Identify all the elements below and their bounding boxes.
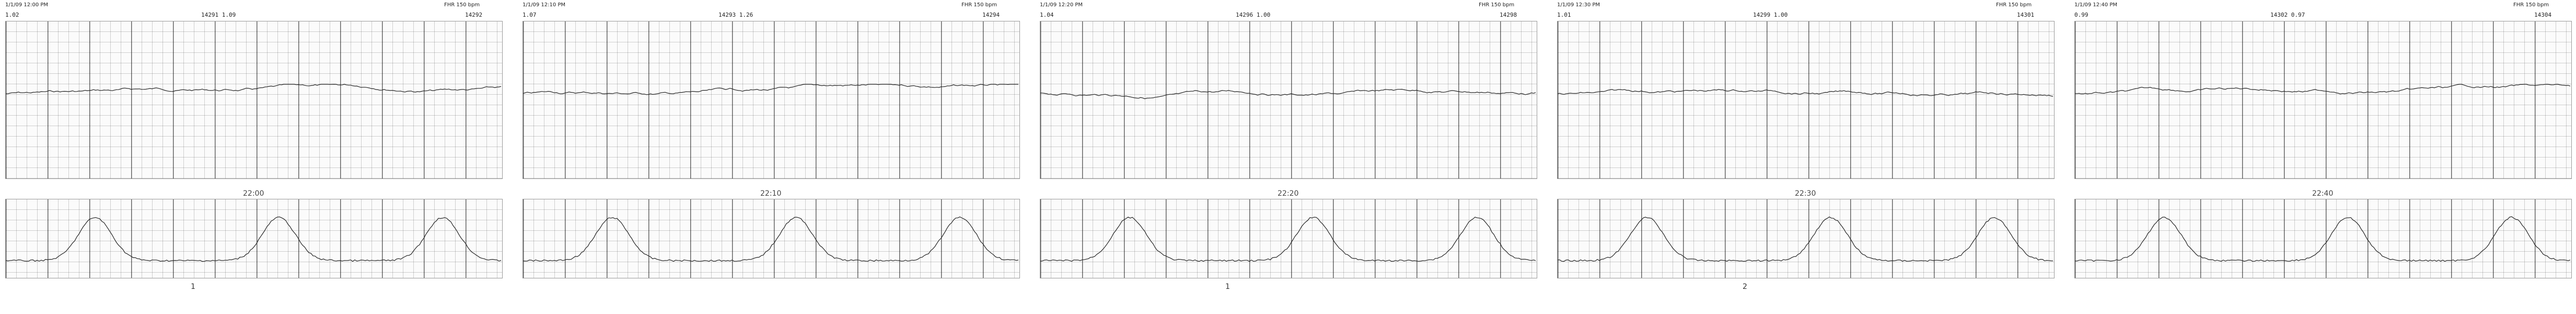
strip-time-label: 22:30 — [1795, 189, 1816, 198]
fhr-strip-panel — [1040, 21, 1537, 179]
fhr-trace-line — [1557, 89, 2053, 97]
fhr-trace-line — [1040, 88, 1536, 99]
strip-header-right: FHR 150 bpm — [1996, 2, 2032, 8]
strip-header-right: FHR 150 bpm — [961, 2, 997, 8]
fhr-trace-svg — [1040, 88, 1536, 99]
uc-strip-panel — [5, 199, 503, 278]
fhr-strip-panel — [523, 21, 1020, 179]
strip-header-left: 1/1/09 12:10 PM — [523, 2, 566, 8]
fhr-strip-panel — [5, 21, 503, 179]
strip-time-label: 22:20 — [1278, 189, 1299, 198]
strip-header-right: FHR 150 bpm — [2513, 2, 2549, 8]
uc-trace-svg — [5, 216, 502, 262]
strip-page-mark: 1 — [191, 283, 195, 291]
strip-header-left: 1/1/09 12:40 PM — [2074, 2, 2118, 8]
fhr-trace-svg — [523, 84, 1018, 95]
strip-sequence-label: 1.01 — [1557, 12, 1571, 18]
uc-trace-svg — [1040, 217, 1536, 262]
uc-trace-line — [1040, 217, 1536, 262]
strip-time-label: 22:40 — [2312, 189, 2334, 198]
strip-header-left: 1/1/09 12:00 PM — [5, 2, 49, 8]
strip-right-counter: 14304 — [2534, 12, 2552, 18]
strip-counter-label: 14299 1.00 — [1753, 12, 1788, 18]
fhr-trace-line — [523, 84, 1018, 95]
uc-trace-line — [523, 216, 1019, 262]
strip-counter-label: 14291 1.09 — [201, 12, 236, 18]
uc-trace-line — [1558, 216, 2053, 262]
strip-sequence-label: 1.02 — [5, 12, 19, 18]
fhr-trace-line — [5, 84, 502, 94]
strip-header-right: FHR 150 bpm — [444, 2, 480, 8]
strip-right-counter: 14294 — [982, 12, 1000, 18]
strip-page-mark: 2 — [1743, 283, 1747, 291]
fhr-strip-panel — [2074, 21, 2572, 179]
uc-trace-svg — [523, 216, 1019, 262]
uc-trace-svg — [1558, 216, 2053, 262]
strip-counter-label: 14293 1.26 — [718, 12, 753, 18]
strip-header-left: 1/1/09 12:20 PM — [1040, 2, 1083, 8]
strip-time-label: 22:00 — [243, 189, 264, 198]
strip-counter-label: 14296 1.00 — [1236, 12, 1271, 18]
strip-right-counter: 14298 — [1500, 12, 1517, 18]
strip-header-right: FHR 150 bpm — [1479, 2, 1515, 8]
strip-header-left: 1/1/09 12:30 PM — [1557, 2, 1600, 8]
strip-time-label: 22:10 — [760, 189, 782, 198]
strip-page-mark: 1 — [1225, 283, 1230, 291]
uc-strip-panel — [523, 199, 1020, 278]
strip-right-counter: 14301 — [2017, 12, 2035, 18]
fhr-trace-svg — [1557, 89, 2053, 97]
uc-trace-line — [5, 216, 502, 262]
fhr-trace-svg — [2074, 84, 2571, 95]
uc-strip-panel — [1040, 199, 1537, 278]
fhr-trace-line — [2074, 84, 2571, 95]
uc-strip-panel — [1557, 199, 2055, 278]
strip-sequence-label: 0.99 — [2074, 12, 2088, 18]
strip-counter-label: 14302 0.97 — [2270, 12, 2305, 18]
fhr-trace-svg — [5, 84, 502, 94]
fhr-strip-panel — [1557, 21, 2055, 179]
uc-trace-svg — [2075, 216, 2571, 262]
strip-right-counter: 14292 — [465, 12, 483, 18]
strip-sequence-label: 1.07 — [523, 12, 537, 18]
uc-strip-panel — [2074, 199, 2572, 278]
strip-sequence-label: 1.04 — [1040, 12, 1054, 18]
uc-trace-line — [2075, 216, 2571, 262]
